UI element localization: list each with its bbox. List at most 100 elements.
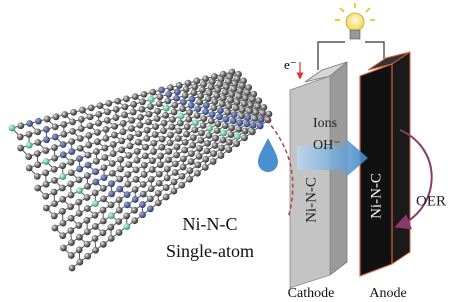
- atom: [51, 225, 58, 232]
- atom: [254, 103, 261, 110]
- atom: [84, 183, 91, 190]
- atom: [249, 128, 256, 135]
- atom: [100, 207, 107, 214]
- atom: [69, 118, 76, 125]
- atom: [222, 89, 229, 96]
- atom: [157, 153, 164, 160]
- atom: [26, 131, 33, 138]
- atom: [92, 223, 99, 230]
- atom: [120, 120, 127, 127]
- atom: [158, 87, 165, 94]
- atom: [95, 111, 102, 118]
- atom: [165, 156, 172, 163]
- atom: [163, 105, 170, 112]
- atom: [17, 133, 24, 140]
- atom: [109, 170, 116, 177]
- atom: [173, 95, 180, 102]
- atom: [79, 107, 86, 114]
- atom: [59, 232, 66, 239]
- atom: [178, 182, 185, 189]
- atom: [17, 122, 24, 129]
- atom: [93, 158, 100, 165]
- atom: [188, 150, 195, 157]
- atom: [143, 135, 150, 142]
- atom: [181, 147, 188, 154]
- atom: [59, 185, 66, 192]
- atom: [108, 202, 115, 209]
- atom: [103, 126, 110, 133]
- atom: [156, 171, 163, 178]
- atom: [104, 117, 111, 124]
- atom: [112, 114, 119, 121]
- atom: [127, 143, 134, 150]
- atom: [75, 222, 82, 229]
- atom: [134, 157, 141, 164]
- atom: [60, 131, 67, 138]
- atom: [51, 177, 58, 184]
- atom: [152, 131, 159, 138]
- atom: [190, 134, 197, 141]
- atom: [132, 93, 139, 100]
- atom: [85, 142, 92, 149]
- atom: [85, 162, 92, 169]
- atom: [185, 116, 192, 123]
- atom: [122, 103, 129, 110]
- atom: [142, 144, 149, 151]
- atom: [84, 228, 91, 235]
- atom: [43, 158, 50, 165]
- atom: [70, 109, 77, 116]
- atom: [225, 146, 232, 153]
- atom: [175, 127, 182, 134]
- atom: [84, 253, 91, 260]
- atom: [195, 105, 202, 112]
- atom: [177, 120, 184, 127]
- atom: [204, 140, 211, 147]
- atom: [145, 119, 152, 126]
- atom: [194, 112, 201, 119]
- atom: [219, 101, 226, 108]
- atom: [84, 241, 91, 248]
- atom: [68, 148, 75, 155]
- atom: [198, 137, 205, 144]
- atom: [213, 92, 220, 99]
- atom: [34, 185, 41, 192]
- atom: [116, 207, 123, 214]
- atom: [192, 119, 199, 126]
- atom: [92, 179, 99, 186]
- atom: [59, 173, 66, 180]
- anode-plate: [360, 52, 410, 276]
- atom: [162, 112, 169, 119]
- atom: [123, 95, 130, 102]
- atom: [220, 130, 227, 137]
- atom: [69, 265, 76, 272]
- atom: [174, 143, 181, 150]
- atom: [108, 180, 115, 187]
- atom: [68, 159, 75, 166]
- atom: [97, 102, 104, 109]
- atom: [250, 122, 257, 129]
- atom: [180, 164, 187, 171]
- atom: [210, 150, 217, 157]
- atom: [156, 100, 163, 107]
- atom: [185, 80, 192, 87]
- atom: [116, 196, 123, 203]
- atom: [227, 97, 234, 104]
- atom: [190, 89, 197, 96]
- atom: [107, 224, 114, 231]
- atom: [204, 148, 211, 155]
- atom: [17, 145, 24, 152]
- atom: [182, 139, 189, 146]
- atom: [77, 135, 84, 142]
- atom: [171, 109, 178, 116]
- atom: [34, 161, 41, 168]
- atom: [100, 218, 107, 225]
- atom: [118, 137, 125, 144]
- atom: [9, 125, 16, 132]
- atom: [225, 103, 232, 110]
- atom: [76, 166, 83, 173]
- atom: [172, 160, 179, 167]
- atom: [51, 213, 58, 220]
- atom: [42, 193, 49, 200]
- atom: [130, 109, 137, 116]
- atom: [167, 139, 174, 146]
